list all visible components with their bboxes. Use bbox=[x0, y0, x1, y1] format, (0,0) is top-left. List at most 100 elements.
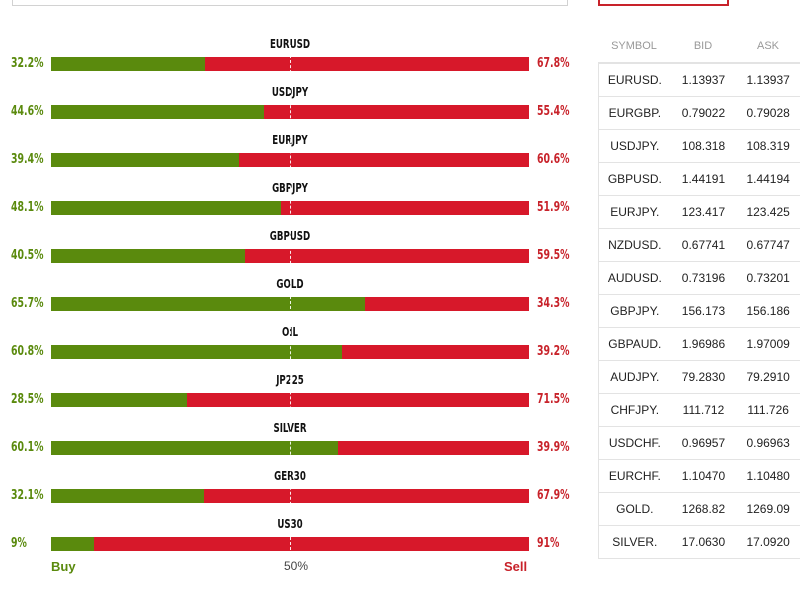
quote-bid: 111.712 bbox=[682, 403, 725, 417]
quote-symbol: EURJPY. bbox=[610, 205, 660, 219]
quote-ask: 1.10480 bbox=[746, 469, 790, 483]
quote-symbol: GBPUSD. bbox=[607, 172, 662, 186]
sentiment-symbol: EURUSD bbox=[270, 37, 310, 51]
sell-percent: 39.9% bbox=[537, 440, 570, 455]
buy-bar-fill bbox=[51, 105, 265, 119]
quote-row[interactable]: EURGBP. 0.79022 0.79028 bbox=[599, 97, 800, 130]
buy-bar-fill bbox=[51, 249, 245, 263]
quote-row[interactable]: AUDJPY. 79.2830 79.2910 bbox=[599, 361, 800, 394]
quote-row[interactable]: USDCHF. 0.96957 0.96963 bbox=[599, 427, 800, 460]
sell-percent: 51.9% bbox=[537, 200, 570, 215]
sell-percent: 34.3% bbox=[537, 296, 570, 311]
quote-symbol: GBPJPY. bbox=[610, 304, 660, 318]
quote-row[interactable]: AUDUSD. 0.73196 0.73201 bbox=[599, 262, 800, 295]
buy-bar-fill bbox=[51, 297, 366, 311]
quote-symbol: CHFJPY. bbox=[610, 403, 660, 417]
quote-symbol: GOLD. bbox=[616, 502, 654, 516]
legend-buy: Buy bbox=[51, 559, 76, 574]
buy-bar-fill bbox=[51, 201, 281, 215]
sell-percent: 39.2% bbox=[537, 344, 570, 359]
top-panel bbox=[12, 0, 568, 6]
quote-ask: 17.0920 bbox=[746, 535, 790, 549]
quote-ask: 0.73201 bbox=[746, 271, 790, 285]
midpoint-line bbox=[290, 45, 291, 550]
quote-row[interactable]: EURUSD. 1.13937 1.13937 bbox=[599, 63, 800, 97]
quote-row[interactable]: EURCHF. 1.10470 1.10480 bbox=[599, 460, 800, 493]
quote-bid: 1.96986 bbox=[681, 337, 726, 351]
quote-symbol: EURGBP. bbox=[608, 106, 662, 120]
quote-symbol: NZDUSD. bbox=[608, 238, 662, 252]
sentiment-symbol: USDJPY bbox=[271, 85, 309, 99]
quotes-rows: EURUSD. 1.13937 1.13937 EURGBP. 0.79022 0.790… bbox=[598, 63, 800, 559]
sell-percent: 91% bbox=[537, 536, 560, 551]
buy-percent: 60.1% bbox=[11, 440, 44, 455]
buy-bar-fill bbox=[51, 153, 240, 167]
quote-symbol: EURUSD. bbox=[607, 73, 662, 87]
sentiment-symbol: SILVER bbox=[273, 421, 307, 435]
buy-percent: 9% bbox=[11, 536, 27, 551]
buy-percent: 44.6% bbox=[11, 104, 44, 119]
quote-symbol: SILVER. bbox=[612, 535, 658, 549]
quote-row[interactable]: GBPUSD. 1.44191 1.44194 bbox=[599, 163, 800, 196]
quote-bid: 108.318 bbox=[681, 139, 726, 153]
quotes-table: SYMBOL BID ASK EURUSD. 1.13937 1.13937 EURG… bbox=[598, 30, 800, 559]
buy-bar-fill bbox=[51, 537, 95, 551]
quote-row[interactable]: GOLD. 1268.82 1269.09 bbox=[599, 493, 800, 526]
buy-bar-fill bbox=[51, 393, 188, 407]
quote-ask: 0.67747 bbox=[746, 238, 790, 252]
quote-bid: 1.44191 bbox=[681, 172, 726, 186]
quote-bid: 156.173 bbox=[681, 304, 726, 318]
quote-ask: 1.13937 bbox=[746, 73, 790, 87]
buy-percent: 32.1% bbox=[11, 488, 44, 503]
quote-ask: 1.44194 bbox=[746, 172, 790, 186]
buy-bar-fill bbox=[51, 441, 339, 455]
quote-ask: 156.186 bbox=[746, 304, 790, 318]
buy-percent: 65.7% bbox=[11, 296, 44, 311]
quote-ask: 0.96963 bbox=[746, 436, 790, 450]
header-ask: ASK bbox=[756, 40, 779, 52]
quote-row[interactable]: GBPJPY. 156.173 156.186 bbox=[599, 295, 800, 328]
quote-bid: 1.10470 bbox=[681, 469, 726, 483]
quote-ask: 0.79028 bbox=[746, 106, 790, 120]
buy-bar-fill bbox=[51, 345, 342, 359]
buy-bar-fill bbox=[51, 489, 205, 503]
quote-ask: 111.726 bbox=[747, 403, 789, 417]
header-bid: BID bbox=[693, 40, 713, 52]
top-tab[interactable] bbox=[598, 0, 729, 6]
sentiment-panel: EURUSD 32.2% 67.8% USDJPY 44.6% 55.4% EURJPY 39… bbox=[11, 37, 570, 551]
buy-percent: 28.5% bbox=[11, 392, 44, 407]
legend-sell: Sell bbox=[504, 559, 528, 574]
quote-symbol: EURCHF. bbox=[608, 469, 661, 483]
quote-row[interactable]: EURJPY. 123.417 123.425 bbox=[599, 196, 800, 229]
sentiment-symbol: GBPUSD bbox=[269, 229, 311, 243]
quote-bid: 17.0630 bbox=[681, 535, 726, 549]
quote-ask: 79.2910 bbox=[746, 370, 790, 384]
sell-percent: 55.4% bbox=[537, 104, 570, 119]
quote-bid: 0.79022 bbox=[681, 106, 726, 120]
quote-symbol: AUDJPY. bbox=[610, 370, 660, 384]
quote-bid: 79.2830 bbox=[681, 370, 726, 384]
quote-row[interactable]: USDJPY. 108.318 108.319 bbox=[599, 130, 800, 163]
buy-percent: 48.1% bbox=[11, 200, 44, 215]
header-symbol: SYMBOL bbox=[611, 40, 657, 52]
quote-bid: 0.96957 bbox=[681, 436, 726, 450]
buy-percent: 40.5% bbox=[11, 248, 44, 263]
quote-row[interactable]: CHFJPY. 111.712 111.726 bbox=[599, 394, 800, 427]
quote-row[interactable]: NZDUSD. 0.67741 0.67747 bbox=[599, 229, 800, 262]
sell-percent: 60.6% bbox=[537, 152, 570, 167]
sell-percent: 59.5% bbox=[537, 248, 570, 263]
sentiment-symbol: EURJPY bbox=[272, 133, 308, 147]
quote-ask: 108.319 bbox=[746, 139, 790, 153]
quote-row[interactable]: SILVER. 17.0630 17.0920 bbox=[599, 526, 800, 559]
quote-bid: 123.417 bbox=[681, 205, 726, 219]
legend-midpoint: 50% bbox=[284, 559, 309, 573]
quote-row[interactable]: GBPAUD. 1.96986 1.97009 bbox=[599, 328, 800, 361]
quotes-header: SYMBOL BID ASK bbox=[598, 30, 800, 63]
quote-bid: 1268.82 bbox=[681, 502, 726, 516]
quote-symbol: GBPAUD. bbox=[608, 337, 662, 351]
quote-bid: 0.73196 bbox=[681, 271, 726, 285]
sell-percent: 67.8% bbox=[537, 56, 570, 71]
sell-percent: 71.5% bbox=[537, 392, 570, 407]
quote-ask: 1269.09 bbox=[746, 502, 790, 516]
quote-bid: 0.67741 bbox=[681, 238, 726, 252]
